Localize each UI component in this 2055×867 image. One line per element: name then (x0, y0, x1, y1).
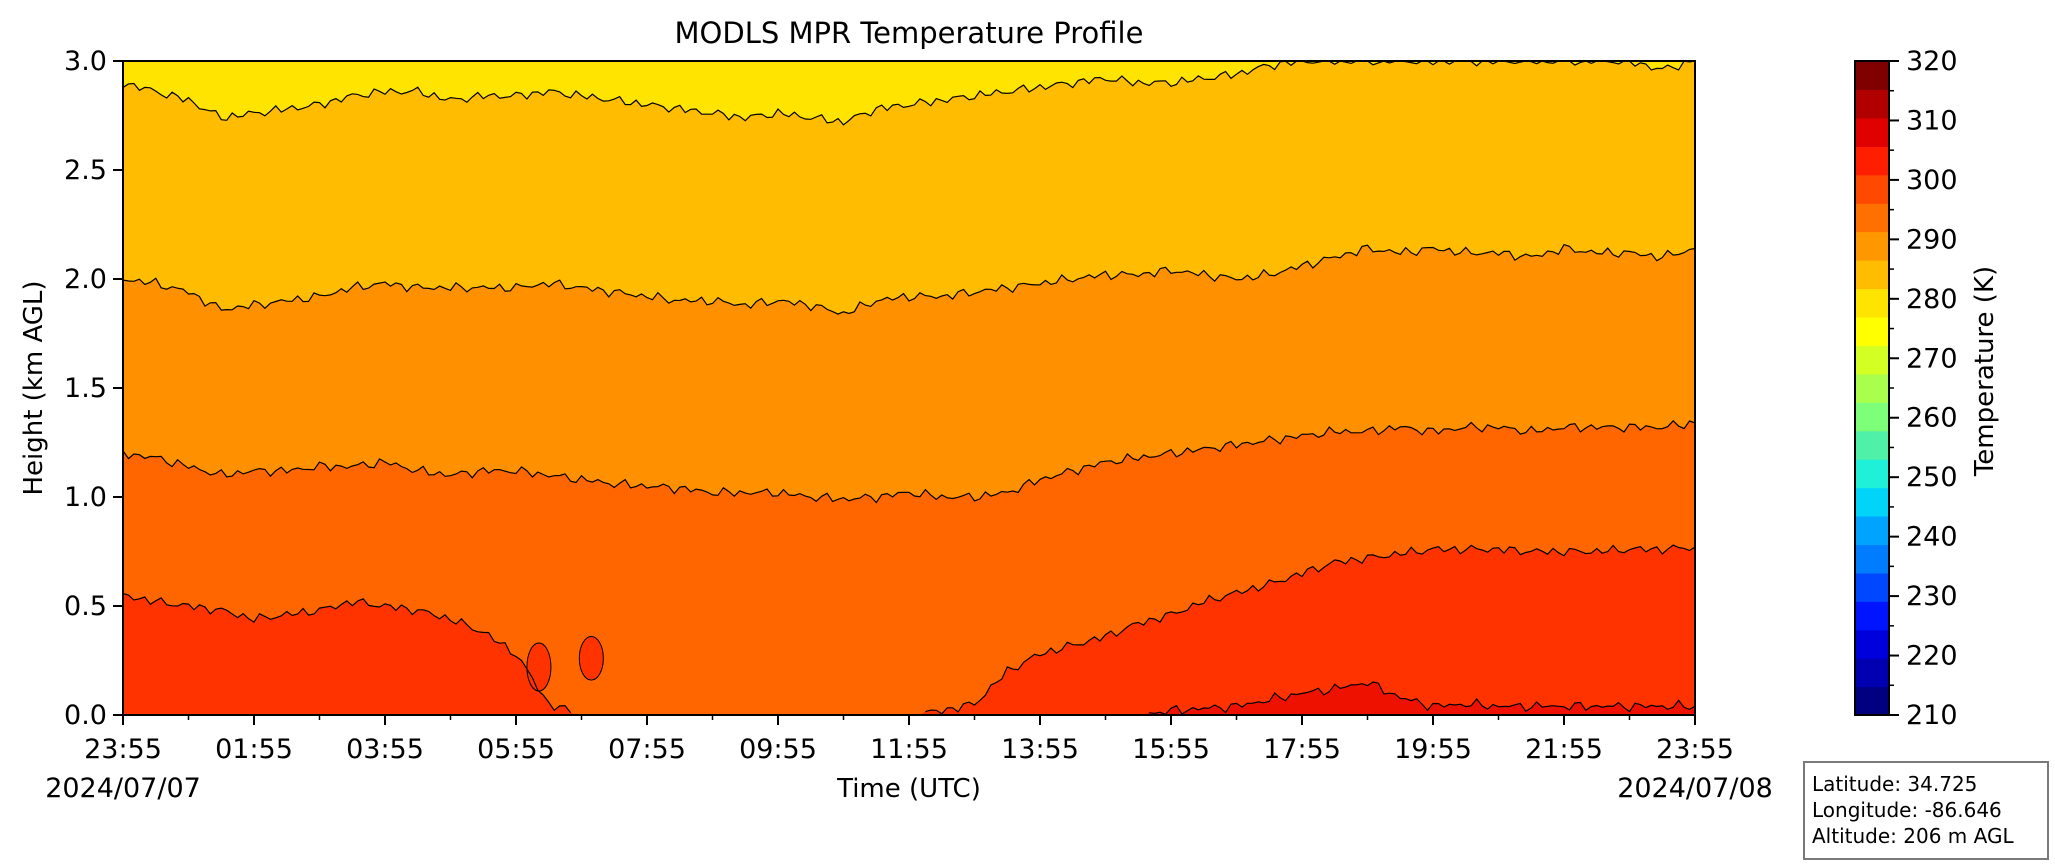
colorbar-segment (1855, 373, 1889, 403)
chart-title: MODLS MPR Temperature Profile (675, 16, 1144, 50)
y-tick-label: 1.0 (64, 482, 107, 513)
info-longitude: Longitude: -86.646 (1812, 798, 2002, 822)
colorbar-segment (1855, 572, 1889, 602)
warm-lobe-2 (578, 636, 604, 681)
colorbar-segment (1855, 402, 1889, 432)
contour-line-270-280 (123, 61, 1695, 126)
y-tick-label: 2.5 (64, 155, 107, 186)
colorbar-tick-label: 240 (1906, 522, 1958, 553)
x-axis-label: Time (UTC) (836, 774, 981, 804)
y-tick-label: 0.0 (64, 700, 107, 731)
y-axis: 0.0 0.5 1.0 1.5 2.0 2.5 3.0 (64, 46, 123, 731)
plot-area (123, 61, 1695, 715)
info-latitude: Latitude: 34.725 (1812, 772, 1977, 796)
colorbar-segment (1855, 345, 1889, 375)
colorbar-tick-label: 320 (1906, 46, 1958, 77)
colorbar-segment (1855, 231, 1889, 261)
x-tick-label: 07:55 (608, 734, 686, 765)
x-tick-label: 11:55 (870, 734, 948, 765)
colorbar-tick-label: 270 (1906, 343, 1958, 374)
colorbar-segment (1855, 260, 1889, 290)
colorbar-segment (1855, 629, 1889, 659)
colorbar-tick-label: 290 (1906, 224, 1958, 255)
x-tick-label: 19:55 (1394, 734, 1472, 765)
colorbar-segment (1855, 487, 1889, 517)
colorbar-segment (1855, 459, 1889, 489)
contour-line-280-290 (123, 243, 1695, 315)
colorbar-segment (1855, 174, 1889, 204)
colorbar-tick-label: 230 (1906, 581, 1958, 612)
colorbar-segment (1855, 515, 1889, 545)
warm-lobe-1 (526, 642, 552, 692)
x-tick-label: 05:55 (477, 734, 555, 765)
x-tick-label: 01:55 (215, 734, 293, 765)
contour-lines (123, 61, 1695, 715)
contour-line-290-300 (123, 419, 1695, 504)
y-axis-label: Height (km AGL) (19, 280, 49, 495)
x-tick-label: 17:55 (1263, 734, 1341, 765)
temperature-region-300-305 (123, 545, 1695, 715)
contour-line-305-310 (1149, 681, 1695, 715)
colorbar (1854, 60, 1890, 716)
colorbar-ticks: 210 220 230 240 250 260 270 280 290 300 310 320 (1889, 46, 1958, 731)
colorbar-segment (1855, 544, 1889, 574)
x-tick-label: 21:55 (1525, 734, 1603, 765)
colorbar-tick-label: 250 (1906, 462, 1958, 493)
colorbar-tick-label: 210 (1906, 700, 1958, 731)
colorbar-tick-label: 280 (1906, 284, 1958, 315)
start-date-label: 2024/07/07 (45, 773, 201, 804)
colorbar-tick-label: 220 (1906, 641, 1958, 672)
x-tick-label: 23:55 (84, 734, 162, 765)
x-axis: 23:55 01:55 03:55 05:55 07:55 09:55 11:55 13:55… (84, 715, 1734, 765)
colorbar-tick-label: 310 (1906, 105, 1958, 136)
colorbar-segment (1855, 430, 1889, 460)
x-tick-label: 15:55 (1132, 734, 1210, 765)
x-tick-label: 09:55 (739, 734, 817, 765)
colorbar-segment (1855, 288, 1889, 318)
x-tick-label: 23:55 (1656, 734, 1734, 765)
temperature-region-305-310 (123, 682, 1695, 715)
colorbar-segment (1855, 203, 1889, 233)
info-altitude: Altitude: 206 m AGL (1812, 824, 2014, 848)
y-tick-label: 0.5 (64, 591, 107, 622)
colorbar-segment (1855, 146, 1889, 176)
colorbar-segment (1855, 601, 1889, 631)
y-tick-label: 3.0 (64, 46, 107, 77)
end-date-label: 2024/07/08 (1617, 773, 1773, 804)
x-tick-label: 03:55 (346, 734, 424, 765)
colorbar-segment (1855, 686, 1889, 716)
colorbar-label: Temperature (K) (1970, 266, 2000, 477)
info-box-border (1803, 761, 2049, 860)
colorbar-segment (1855, 316, 1889, 346)
colorbar-segment (1855, 117, 1889, 147)
y-tick-label: 2.0 (64, 264, 107, 295)
contour-line-300-305 (123, 544, 1695, 715)
temperature-regions (123, 61, 1695, 715)
colorbar-tick-label: 260 (1906, 403, 1958, 434)
station-info-box: Latitude: 34.725 Longitude: -86.646 Alti… (1803, 761, 2049, 860)
x-tick-label: 13:55 (1001, 734, 1079, 765)
colorbar-tick-label: 300 (1906, 165, 1958, 196)
colorbar-segment (1855, 61, 1889, 91)
colorbar-segment (1855, 89, 1889, 119)
y-tick-label: 1.5 (64, 373, 107, 404)
colorbar-segment (1855, 658, 1889, 688)
